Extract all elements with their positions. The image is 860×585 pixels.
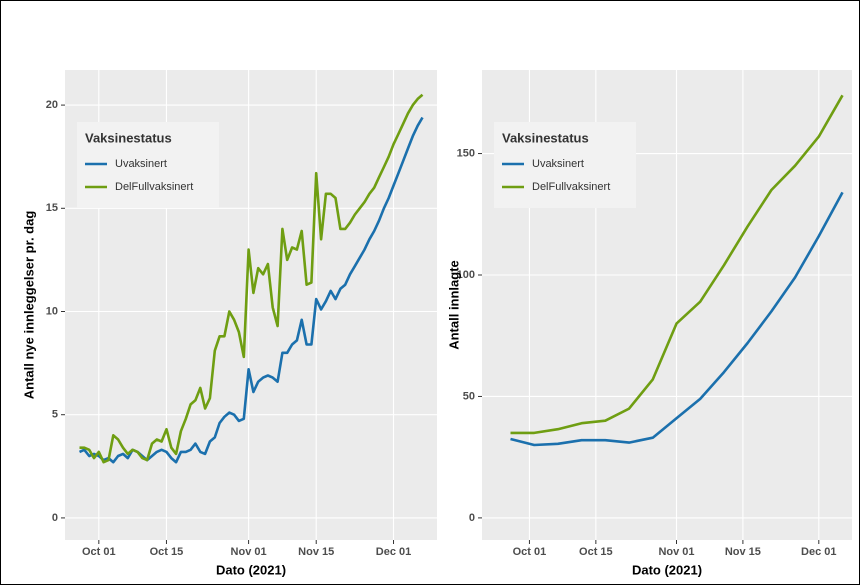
- legend: Vaksinestatus Uvaksinert DelFullvaksinert: [77, 122, 219, 208]
- x-tick-label: Oct 15: [150, 546, 184, 558]
- y-axis-title: Antall nye innleggelser pr. dag: [21, 211, 36, 400]
- series-line: [79, 93, 424, 464]
- y-axis-title: Antall innlagte: [446, 260, 461, 350]
- x-tick-label: Nov 01: [658, 546, 694, 558]
- legend-label: DelFullvaksinert: [115, 181, 193, 193]
- y-tick-label: 20: [46, 99, 58, 111]
- x-tick-label: Nov 01: [231, 546, 267, 558]
- y-tick-label: 0: [52, 512, 58, 524]
- y-tick-label: 15: [46, 202, 58, 214]
- legend-label: Uvaksinert: [115, 158, 167, 170]
- x-axis-title: Dato (2021): [216, 562, 286, 577]
- x-tick-label: Nov 15: [725, 546, 761, 558]
- legend: Vaksinestatus Uvaksinert DelFullvaksinert: [494, 122, 636, 208]
- x-tick-label: Oct 01: [513, 546, 547, 558]
- series-line: [510, 94, 844, 435]
- legend-label: Uvaksinert: [532, 158, 584, 170]
- x-tick-label: Oct 01: [82, 546, 116, 558]
- y-tick-label: 150: [457, 147, 475, 159]
- y-tick-label: 5: [52, 409, 58, 421]
- series-line: [510, 191, 844, 447]
- y-tick-label: 0: [469, 512, 475, 524]
- x-tick-label: Nov 15: [298, 546, 334, 558]
- legend-title: Vaksinestatus: [85, 130, 172, 145]
- x-tick-label: Dec 01: [376, 546, 411, 558]
- x-tick-label: Dec 01: [801, 546, 836, 558]
- x-axis-title: Dato (2021): [632, 562, 702, 577]
- y-tick-label: 50: [463, 390, 475, 402]
- legend-title: Vaksinestatus: [502, 130, 589, 145]
- y-tick-label: 10: [46, 305, 58, 317]
- y-tick-label: 100: [457, 269, 475, 281]
- x-tick-label: Oct 15: [579, 546, 613, 558]
- legend-label: DelFullvaksinert: [532, 181, 610, 193]
